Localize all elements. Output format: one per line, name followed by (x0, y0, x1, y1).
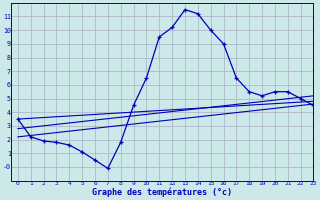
X-axis label: Graphe des températures (°c): Graphe des températures (°c) (92, 188, 232, 197)
